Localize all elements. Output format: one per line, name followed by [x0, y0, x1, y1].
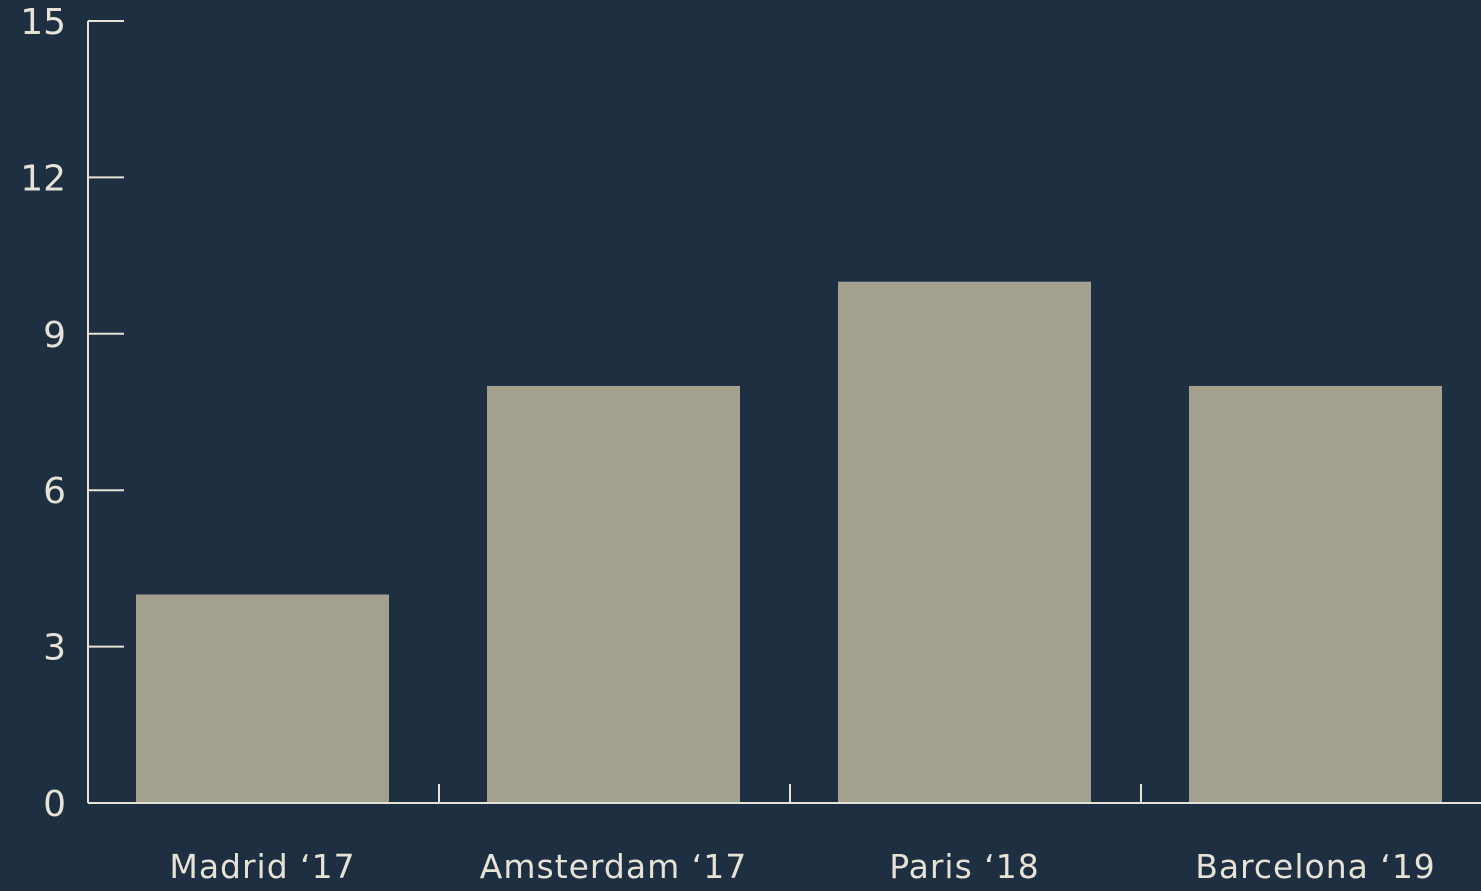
y-tick-label: 12 — [20, 158, 66, 199]
y-tick-label: 3 — [43, 628, 66, 669]
x-category-label: Barcelona ‘19 — [1195, 847, 1436, 886]
y-tick-label: 6 — [43, 471, 66, 512]
y-tick-label: 15 — [20, 2, 66, 43]
bar-1 — [136, 594, 389, 803]
bars-layer — [136, 281, 1442, 804]
labels: 0 3 6 9 12 15 Madrid ‘17 Amsterdam ‘17 Paris ‘18… — [20, 2, 1436, 886]
x-category-label: Paris ‘18 — [889, 847, 1040, 886]
bar-4 — [1189, 385, 1442, 803]
y-tick-label: 0 — [43, 784, 66, 825]
x-category-label: Amsterdam ‘17 — [480, 847, 747, 886]
axes — [87, 20, 1481, 804]
bar-3 — [838, 281, 1091, 804]
x-category-label: Madrid ‘17 — [169, 847, 355, 886]
y-tick-label: 9 — [43, 315, 66, 356]
bar-2 — [487, 385, 740, 803]
